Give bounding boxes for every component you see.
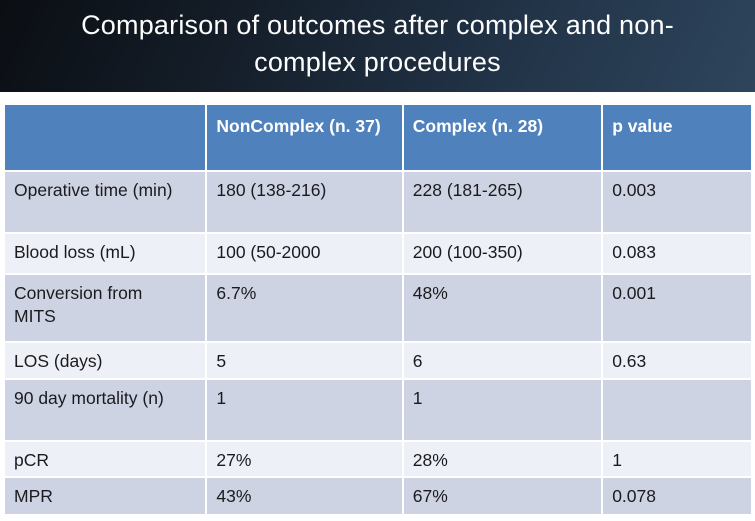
row-label-pcr: pCR (5, 442, 206, 476)
table-cell-mpr-pvalue: 0.078 (603, 478, 751, 514)
table-cell-mpr-complex: 67% (403, 478, 602, 514)
table-cell-mortality-complex: 1 (403, 380, 602, 440)
row-label-blood-loss: Blood loss (mL) (5, 234, 206, 273)
row-label-conversion-mits: Conversion from MITS (5, 275, 206, 341)
table-cell-conversion-noncomplex: 6.7% (207, 275, 402, 341)
row-label-90-day-mortality: 90 day mortality (n) (5, 380, 206, 440)
table-cell-pcr-noncomplex: 27% (207, 442, 402, 476)
table-cell-conversion-pvalue: 0.001 (603, 275, 751, 341)
row-label-los: LOS (days) (5, 343, 206, 378)
column-header-pvalue: p value (603, 105, 751, 170)
outcomes-comparison-table: NonComplex (n. 37) Complex (n. 28) p val… (5, 105, 751, 514)
table-cell-blood-loss-noncomplex: 100 (50-2000 (207, 234, 402, 273)
row-label-mpr: MPR (5, 478, 206, 514)
column-header-complex: Complex (n. 28) (403, 105, 602, 170)
table-cell-pcr-pvalue: 1 (603, 442, 751, 476)
row-label-operative-time: Operative time (min) (5, 172, 206, 232)
table-cell-blood-loss-pvalue: 0.083 (603, 234, 751, 273)
table-cell-los-noncomplex: 5 (207, 343, 402, 378)
table-cell-mortality-noncomplex: 1 (207, 380, 402, 440)
table-cell-blood-loss-complex: 200 (100-350) (403, 234, 602, 273)
slide-title-band: Comparison of outcomes after complex and… (0, 0, 755, 92)
table-cell-conversion-complex: 48% (403, 275, 602, 341)
slide-title-line-2: complex procedures (254, 47, 501, 77)
table-cell-operative-time-noncomplex: 180 (138-216) (207, 172, 402, 232)
column-header-empty (5, 105, 206, 170)
table-cell-mortality-pvalue (603, 380, 751, 440)
slide-title: Comparison of outcomes after complex and… (81, 7, 674, 81)
table-cell-operative-time-complex: 228 (181-265) (403, 172, 602, 232)
table-cell-los-complex: 6 (403, 343, 602, 378)
table-cell-mpr-noncomplex: 43% (207, 478, 402, 514)
slide-title-line-1: Comparison of outcomes after complex and… (81, 10, 674, 40)
table-cell-operative-time-pvalue: 0.003 (603, 172, 751, 232)
table-cell-pcr-complex: 28% (403, 442, 602, 476)
column-header-noncomplex: NonComplex (n. 37) (207, 105, 402, 170)
table-cell-los-pvalue: 0.63 (603, 343, 751, 378)
